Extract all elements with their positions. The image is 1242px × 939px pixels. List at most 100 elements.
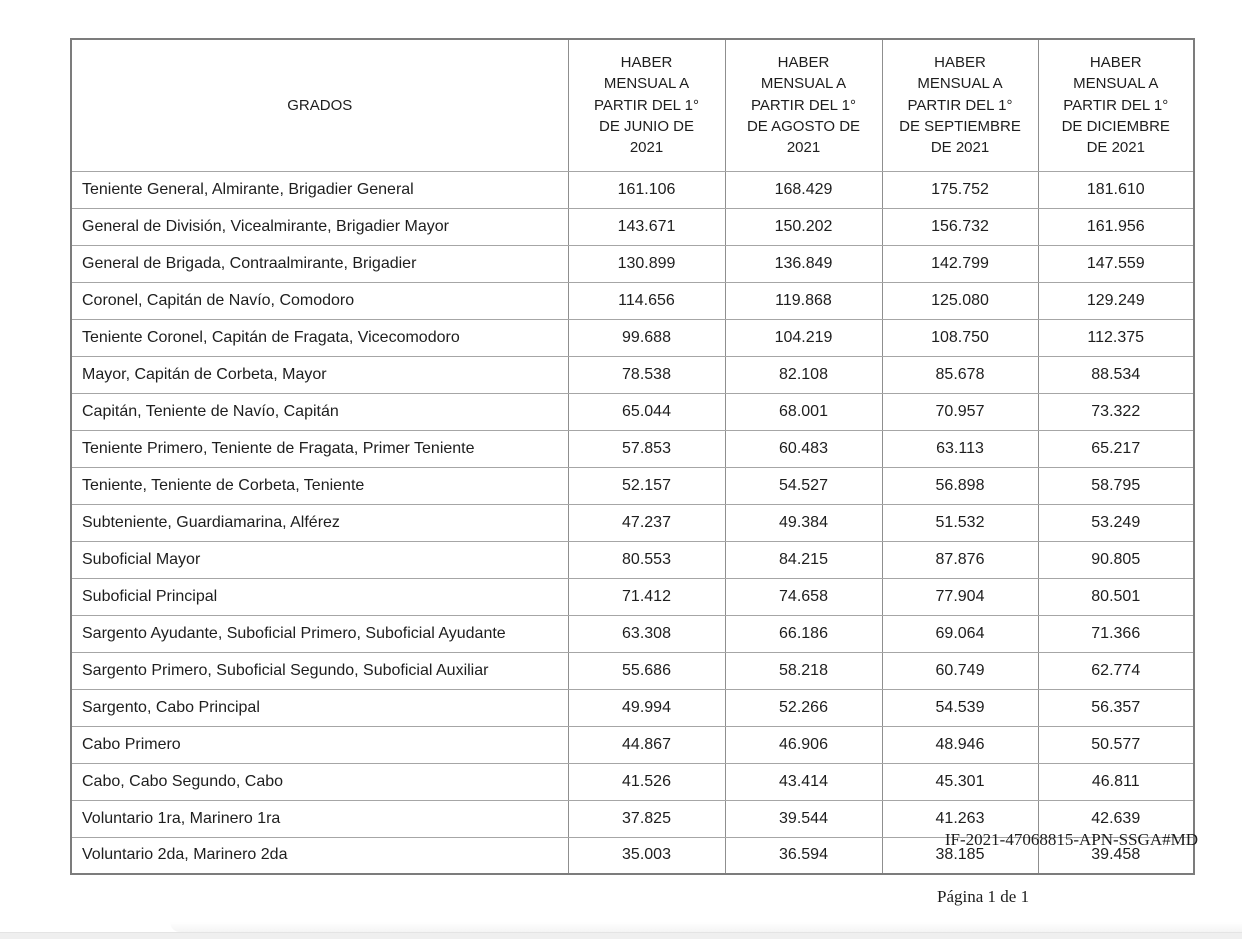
- haber-septiembre-cell: 85.678: [881, 355, 1039, 394]
- haber-diciembre-cell: 42.639: [1037, 799, 1195, 838]
- haber-junio-cell: 37.825: [567, 799, 726, 838]
- haber-agosto-cell: 49.384: [724, 503, 883, 542]
- header-haber-agosto-2021: HABER MENSUAL A PARTIR DEL 1° DE AGOSTO …: [724, 38, 883, 172]
- table-row: Subteniente, Guardiamarina, Alférez 47.2…: [70, 503, 1195, 542]
- haber-junio-cell: 52.157: [567, 466, 726, 505]
- haber-agosto-cell: 119.868: [724, 281, 883, 320]
- haber-agosto-cell: 52.266: [724, 688, 883, 727]
- haber-diciembre-cell: 58.795: [1037, 466, 1195, 505]
- haber-junio-cell: 78.538: [567, 355, 726, 394]
- header-haber-diciembre-2021: HABER MENSUAL A PARTIR DEL 1° DE DICIEMB…: [1037, 38, 1195, 172]
- haber-septiembre-cell: 56.898: [881, 466, 1039, 505]
- grado-cell: Teniente Primero, Teniente de Fragata, P…: [70, 429, 569, 468]
- grado-cell: Sargento, Cabo Principal: [70, 688, 569, 727]
- haber-septiembre-cell: 156.732: [881, 207, 1039, 246]
- haber-septiembre-cell: 125.080: [881, 281, 1039, 320]
- haber-agosto-cell: 104.219: [724, 318, 883, 357]
- header-haber-junio-2021: HABER MENSUAL A PARTIR DEL 1° DE JUNIO D…: [567, 38, 726, 172]
- grado-cell: Coronel, Capitán de Navío, Comodoro: [70, 281, 569, 320]
- header-grados: GRADOS: [70, 38, 569, 172]
- grado-cell: Capitán, Teniente de Navío, Capitán: [70, 392, 569, 431]
- page-bottom-shadow: [170, 922, 1242, 932]
- table-row: Teniente General, Almirante, Brigadier G…: [70, 170, 1195, 209]
- haber-junio-cell: 35.003: [567, 836, 726, 875]
- haber-agosto-cell: 82.108: [724, 355, 883, 394]
- haber-diciembre-cell: 147.559: [1037, 244, 1195, 283]
- haber-diciembre-cell: 53.249: [1037, 503, 1195, 542]
- grado-cell: Cabo Primero: [70, 725, 569, 764]
- haber-agosto-cell: 54.527: [724, 466, 883, 505]
- haber-agosto-cell: 60.483: [724, 429, 883, 468]
- table-header-row: GRADOS HABER MENSUAL A PARTIR DEL 1° DE …: [70, 38, 1195, 172]
- haber-diciembre-cell: 80.501: [1037, 577, 1195, 616]
- haber-diciembre-cell: 129.249: [1037, 281, 1195, 320]
- haber-septiembre-cell: 51.532: [881, 503, 1039, 542]
- haber-agosto-cell: 74.658: [724, 577, 883, 616]
- table-row: Suboficial Mayor 80.553 84.215 87.876 90…: [70, 540, 1195, 579]
- haber-diciembre-cell: 62.774: [1037, 651, 1195, 690]
- haber-junio-cell: 143.671: [567, 207, 726, 246]
- haber-septiembre-cell: 77.904: [881, 577, 1039, 616]
- haber-agosto-cell: 66.186: [724, 614, 883, 653]
- haber-diciembre-cell: 56.357: [1037, 688, 1195, 727]
- haber-diciembre-cell: 50.577: [1037, 725, 1195, 764]
- haber-diciembre-cell: 39.458: [1037, 836, 1195, 875]
- grado-cell: Teniente, Teniente de Corbeta, Teniente: [70, 466, 569, 505]
- table-row: Teniente, Teniente de Corbeta, Teniente …: [70, 466, 1195, 505]
- haber-junio-cell: 63.308: [567, 614, 726, 653]
- grado-cell: Teniente General, Almirante, Brigadier G…: [70, 170, 569, 209]
- grado-cell: Suboficial Mayor: [70, 540, 569, 579]
- table-row: Coronel, Capitán de Navío, Comodoro 114.…: [70, 281, 1195, 320]
- haber-diciembre-cell: 161.956: [1037, 207, 1195, 246]
- table-row: Suboficial Principal 71.412 74.658 77.90…: [70, 577, 1195, 616]
- table-row: Sargento, Cabo Principal 49.994 52.266 5…: [70, 688, 1195, 727]
- page-number-label: Página 1 de 1: [937, 887, 1030, 906]
- haber-diciembre-cell: 112.375: [1037, 318, 1195, 357]
- table-row: Cabo Primero 44.867 46.906 48.946 50.577: [70, 725, 1195, 764]
- haber-septiembre-cell: 41.263: [881, 799, 1039, 838]
- header-haber-septiembre-2021: HABER MENSUAL A PARTIR DEL 1° DE SEPTIEM…: [881, 38, 1039, 172]
- table-row: General de Brigada, Contraalmirante, Bri…: [70, 244, 1195, 283]
- haber-agosto-cell: 46.906: [724, 725, 883, 764]
- grado-cell: Voluntario 2da, Marinero 2da: [70, 836, 569, 875]
- grado-cell: General de División, Vicealmirante, Brig…: [70, 207, 569, 246]
- haber-junio-cell: 41.526: [567, 762, 726, 801]
- haber-septiembre-cell: 69.064: [881, 614, 1039, 653]
- haber-agosto-cell: 68.001: [724, 392, 883, 431]
- haber-diciembre-cell: 71.366: [1037, 614, 1195, 653]
- haber-junio-cell: 80.553: [567, 540, 726, 579]
- table-row: Voluntario 2da, Marinero 2da 35.003 36.5…: [70, 836, 1195, 875]
- grado-cell: Mayor, Capitán de Corbeta, Mayor: [70, 355, 569, 394]
- haber-junio-cell: 65.044: [567, 392, 726, 431]
- table-row: Sargento Primero, Suboficial Segundo, Su…: [70, 651, 1195, 690]
- grado-cell: Cabo, Cabo Segundo, Cabo: [70, 762, 569, 801]
- haber-agosto-cell: 150.202: [724, 207, 883, 246]
- table-row: Capitán, Teniente de Navío, Capitán 65.0…: [70, 392, 1195, 431]
- grado-cell: General de Brigada, Contraalmirante, Bri…: [70, 244, 569, 283]
- grado-cell: Sargento Primero, Suboficial Segundo, Su…: [70, 651, 569, 690]
- haber-junio-cell: 114.656: [567, 281, 726, 320]
- haber-junio-cell: 99.688: [567, 318, 726, 357]
- haber-septiembre-cell: 45.301: [881, 762, 1039, 801]
- salary-grades-table: GRADOS HABER MENSUAL A PARTIR DEL 1° DE …: [70, 38, 1195, 875]
- grado-cell: Teniente Coronel, Capitán de Fragata, Vi…: [70, 318, 569, 357]
- haber-septiembre-cell: 38.185: [881, 836, 1039, 875]
- table-row: Teniente Coronel, Capitán de Fragata, Vi…: [70, 318, 1195, 357]
- haber-agosto-cell: 36.594: [724, 836, 883, 875]
- haber-junio-cell: 47.237: [567, 503, 726, 542]
- table-row: Teniente Primero, Teniente de Fragata, P…: [70, 429, 1195, 468]
- haber-septiembre-cell: 70.957: [881, 392, 1039, 431]
- haber-septiembre-cell: 60.749: [881, 651, 1039, 690]
- haber-junio-cell: 55.686: [567, 651, 726, 690]
- gde-document-code: IF-2021-47068815-APN-SSGA#MD: [944, 830, 1198, 849]
- haber-septiembre-cell: 54.539: [881, 688, 1039, 727]
- grado-cell: Sargento Ayudante, Suboficial Primero, S…: [70, 614, 569, 653]
- table-row: Mayor, Capitán de Corbeta, Mayor 78.538 …: [70, 355, 1195, 394]
- haber-diciembre-cell: 65.217: [1037, 429, 1195, 468]
- viewer-bottom-bar: [0, 932, 1242, 939]
- haber-septiembre-cell: 175.752: [881, 170, 1039, 209]
- table-row: Voluntario 1ra, Marinero 1ra 37.825 39.5…: [70, 799, 1195, 838]
- haber-junio-cell: 49.994: [567, 688, 726, 727]
- grado-cell: Subteniente, Guardiamarina, Alférez: [70, 503, 569, 542]
